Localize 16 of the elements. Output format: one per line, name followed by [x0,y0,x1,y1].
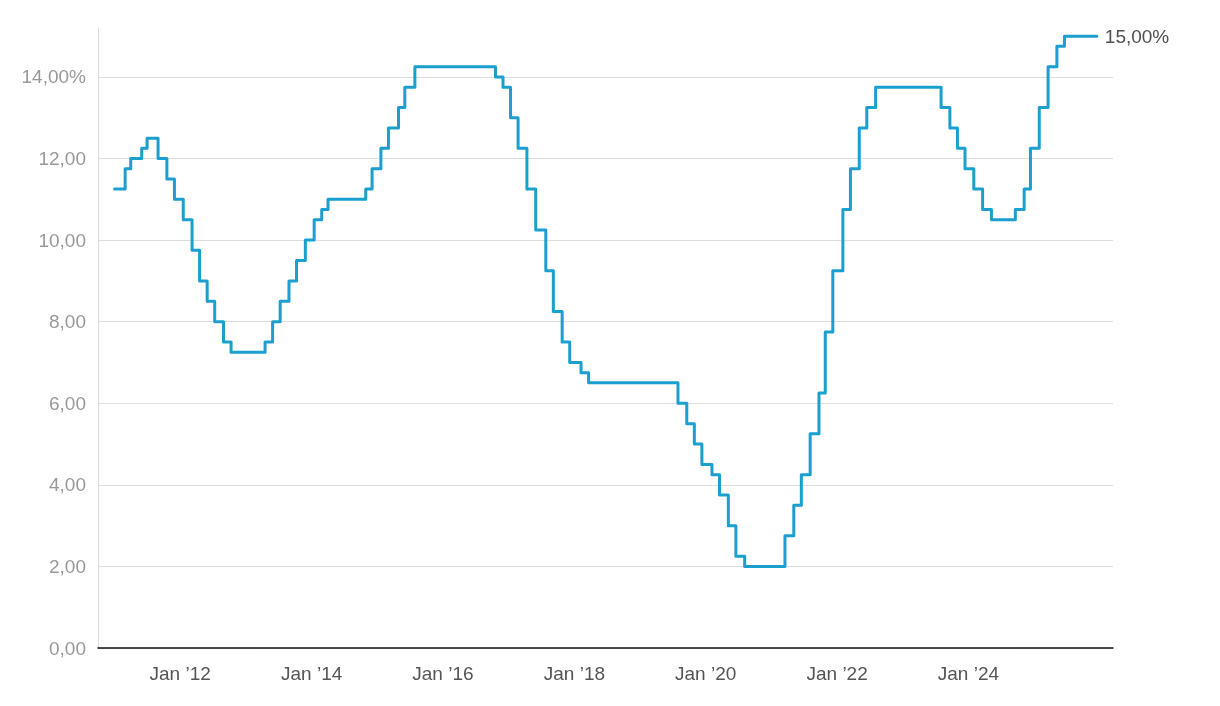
y-tick-label: 0,00 [49,637,86,659]
y-tick-label: 14,00% [21,66,87,88]
annotation: 15,00% [1104,25,1170,47]
y-tick-label: 8,00 [49,311,86,333]
y-tick-label: 12,00 [38,148,86,170]
x-tick-label: Jan ’22 [806,663,868,684]
x-tick-label: Jan ’14 [281,663,343,684]
y-tick-label: 2,00 [49,555,86,577]
x-tick-label: Jan ’24 [937,663,1000,684]
y-tick-label: 4,00 [49,474,86,496]
x-tick-label: Jan ’16 [412,663,474,684]
x-tick-label: Jan ’18 [543,663,606,684]
x-tick-label: Jan ’20 [675,663,737,684]
y-tick-label: 10,00 [38,229,86,251]
y-tick-label: 6,00 [49,392,86,414]
x-tick-label: Jan ’12 [149,663,211,684]
